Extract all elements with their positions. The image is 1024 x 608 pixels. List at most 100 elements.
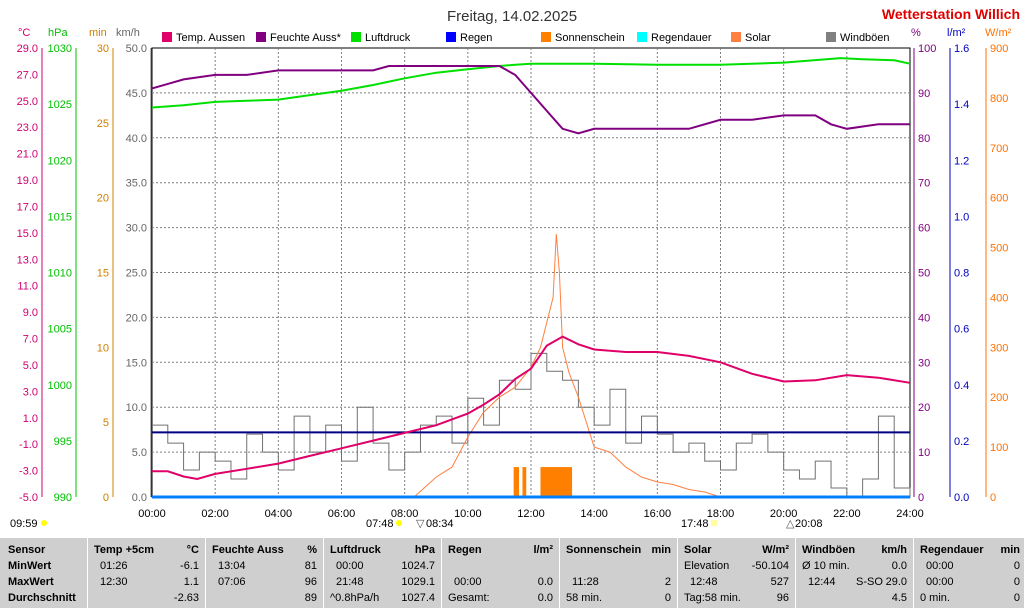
stats-row-labels: Sensor MinWert MaxWert Durchschnitt [0,538,88,608]
stats-humidity: Feuchte Auss % 13:04 81 07:06 96 89 [206,538,324,608]
wm2-tick: 600 [990,193,1008,205]
press-tick: 1025 [48,99,72,111]
temp-tick: -5.0 [19,492,38,504]
station-name: Wetterstation Willich [882,6,1020,22]
temp-tick: 1.0 [23,413,38,425]
legend-swatch [256,32,266,42]
pct-tick: 40 [918,312,930,324]
wm2-unit: W/m² [985,27,1012,39]
stats-sunshine: Sonnenschein min 11:28 2 58 min. 0 [560,538,678,608]
pct-tick: 80 [918,133,930,145]
series-layer [151,57,911,499]
wm2-tick: 500 [990,243,1008,255]
min-tick: 25 [97,118,109,130]
x-tick: 12:00 [517,508,545,520]
legend-label: Solar [745,32,771,44]
series-temp-aussen [152,335,911,481]
temp-tick: 17.0 [17,201,38,213]
kmh-tick: 20.0 [126,312,147,324]
x-tick: 18:00 [707,508,735,520]
min-tick: 5 [103,417,109,429]
kmh-unit: km/h [116,27,140,39]
legend: Temp. Aussen Feuchte Auss* Luftdruck Regen S… [162,32,890,44]
press-tick: 1005 [48,324,72,336]
legend-label: Feuchte Auss* [270,32,342,44]
press-tick: 1020 [48,155,72,167]
min-tick: 10 [97,342,109,354]
temp-tick: -1.0 [19,439,38,451]
wm2-tick: 400 [990,292,1008,304]
wm2-tick: 200 [990,392,1008,404]
legend-label: Regen [460,32,492,44]
min-tick: 30 [97,43,109,55]
lm2-tick: 0.6 [954,324,969,336]
kmh-tick: 45.0 [126,88,147,100]
wm2-tick: 900 [990,43,1008,55]
sunrise-marker [396,520,402,526]
moonrise-label: 09:59 [10,518,38,530]
legend-swatch [351,32,361,42]
axis-ticks: 29.0 27.0 25.0 23.0 21.0 19.0 17.0 15.0 13.0 11.0… [17,43,1009,520]
statistics-table: Sensor MinWert MaxWert Durchschnitt Temp… [0,538,1024,608]
sunset-marker [711,520,717,526]
temp-tick: 11.0 [17,281,38,293]
x-tick: 10:00 [454,508,482,520]
press-tick: 1030 [48,43,72,55]
temp-tick: 21.0 [17,149,38,161]
pct-tick: 0 [918,492,924,504]
temp-tick: 27.0 [17,69,38,81]
kmh-tick: 40.0 [126,133,147,145]
press-tick: 1010 [48,268,72,280]
temp-unit: °C [18,27,30,39]
stats-solar: Solar W/m² Elevation -50.104 12:48 527 T… [678,538,796,608]
temp-tick: -3.0 [19,466,38,478]
x-tick: 02:00 [201,508,229,520]
stats-temp: Temp +5cm °C 01:26 -6.1 12:30 1.1 -2.63 [88,538,206,608]
kmh-tick: 10.0 [126,402,147,414]
solar-end-label: 20:08 [795,518,823,530]
sunrise-label: 07:48 [366,518,394,530]
temp-tick: 25.0 [17,96,38,108]
x-tick: 08:00 [391,508,419,520]
kmh-tick: 15.0 [126,357,147,369]
lm2-tick: 0.0 [954,492,969,504]
x-tick: 04:00 [265,508,293,520]
temp-tick: 3.0 [23,386,38,398]
solar-start-label: 08:34 [426,518,454,530]
min-tick: 20 [97,193,109,205]
stats-rain: Regen l/m² 00:00 0.0 Gesamt: 0.0 [442,538,560,608]
legend-swatch [446,32,456,42]
press-unit: hPa [48,27,68,39]
temp-tick: 9.0 [23,307,38,319]
pct-tick: 50 [918,268,930,280]
pct-tick: 90 [918,88,930,100]
press-tick: 1000 [48,380,72,392]
solar-start-marker: ▽ [416,518,425,530]
wm2-tick: 700 [990,143,1008,155]
stats-pressure: Luftdruck hPa 00:00 1024.7 21:48 1029.1 … [324,538,442,608]
temp-tick: 23.0 [17,122,38,134]
pct-tick: 70 [918,178,930,190]
wm2-tick: 800 [990,93,1008,105]
lm2-tick: 0.8 [954,268,969,280]
temp-tick: 7.0 [23,334,38,346]
sunshine-bar [522,467,527,497]
pct-tick: 30 [918,357,930,369]
lm2-tick: 0.4 [954,380,969,392]
weather-chart: Freitag, 14.02.2025 Wetterstation Willic… [10,6,1020,530]
legend-swatch [541,32,551,42]
series-luftdruck [151,57,911,109]
temp-tick: 5.0 [23,360,38,372]
press-tick: 995 [54,436,72,448]
moonrise-marker [41,520,47,526]
legend-label: Luftdruck [365,32,411,44]
x-tick: 06:00 [328,508,356,520]
x-tick: 20:00 [770,508,798,520]
lm2-tick: 0.2 [954,436,969,448]
pct-tick: 100 [918,43,936,55]
press-tick: 990 [54,492,72,504]
x-tick: 22:00 [833,508,861,520]
lm2-unit: l/m² [947,27,966,39]
solar-end-marker: △ [786,518,795,530]
legend-swatch [637,32,647,42]
